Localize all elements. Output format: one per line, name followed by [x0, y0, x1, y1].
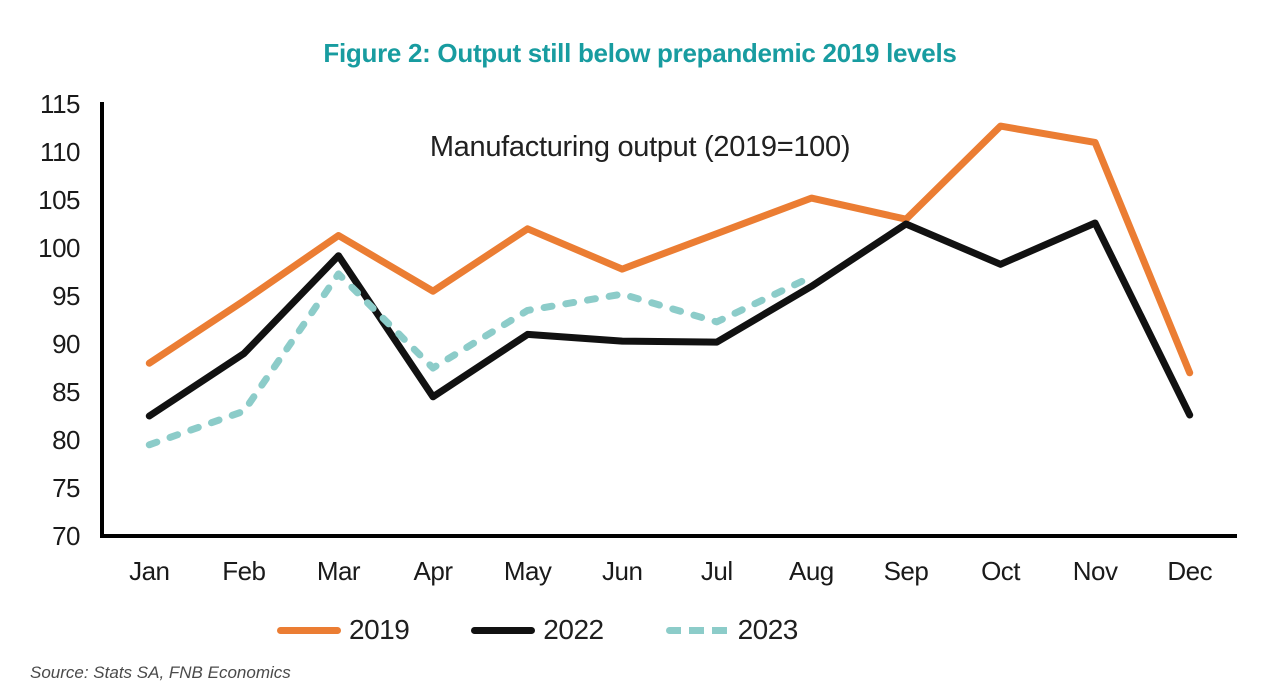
- series-line-2019: [145, 122, 1194, 377]
- y-tick-label: 115: [40, 89, 80, 119]
- x-tick-label: Nov: [1073, 556, 1118, 586]
- legend-label-2023: 2023: [737, 614, 799, 645]
- x-tick-label: Jun: [602, 556, 642, 586]
- legend-item-2023: 2023: [665, 612, 799, 648]
- legend-swatch-2023: [665, 626, 730, 634]
- chart-subtitle: Manufacturing output (2019=100): [429, 131, 851, 163]
- y-tick-label: 85: [52, 377, 80, 407]
- x-tick-label: Jan: [129, 556, 169, 586]
- x-tick-label: Jul: [701, 556, 733, 586]
- y-tick-label: 90: [52, 329, 80, 359]
- legend-label-2022: 2022: [543, 614, 604, 645]
- y-tick-label: 105: [38, 185, 80, 215]
- x-tick-label: Mar: [317, 556, 361, 586]
- y-tick-label: 70: [52, 521, 80, 551]
- legend-label-2019: 2019: [349, 614, 410, 645]
- legend-swatch-2019: [277, 626, 341, 634]
- x-tick-label: Oct: [981, 556, 1021, 586]
- x-tick-label: Feb: [222, 556, 265, 586]
- legend-item-2022: 2022: [471, 612, 604, 648]
- chart-legend: 2019 2022 2023: [277, 612, 798, 648]
- series-line-2022: [145, 219, 1194, 420]
- x-tick-label: Apr: [414, 556, 454, 586]
- source-note: Source: Stats SA, FNB Economics: [30, 663, 291, 682]
- legend-item-2019: 2019: [277, 612, 410, 648]
- x-tick-label: May: [504, 556, 552, 586]
- x-tick-label: Aug: [789, 556, 834, 586]
- y-tick-label: 100: [38, 233, 80, 263]
- x-tick-label: Dec: [1167, 556, 1212, 586]
- y-tick-label: 80: [52, 425, 80, 455]
- legend-swatch-2022: [471, 626, 536, 634]
- series-line-2023: [145, 270, 815, 449]
- y-tick-label: 95: [52, 281, 80, 311]
- y-tick-label: 110: [40, 137, 80, 167]
- y-tick-label: 75: [52, 473, 80, 503]
- chart-title: Figure 2: Output still below prepandemic…: [323, 38, 957, 68]
- x-tick-label: Sep: [884, 556, 929, 586]
